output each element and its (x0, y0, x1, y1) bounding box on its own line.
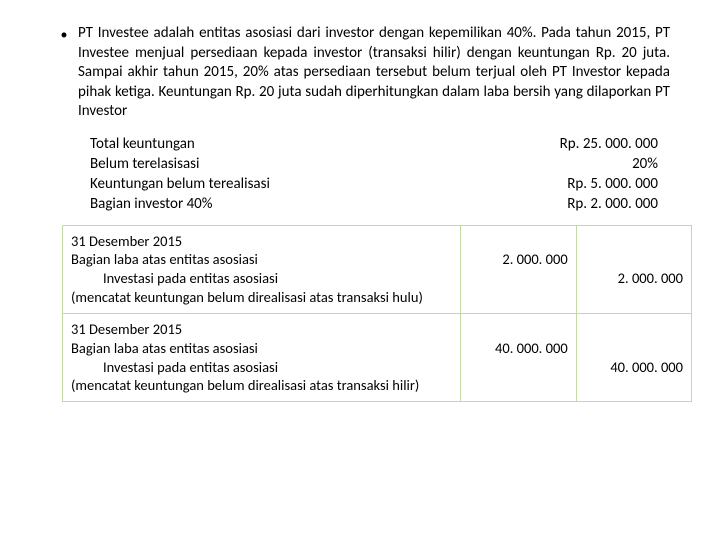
summary-value: Rp. 5. 000. 000 (518, 174, 658, 194)
entry-description: 31 Desember 2015 Bagian laba atas entita… (63, 225, 461, 313)
entry-description: 31 Desember 2015 Bagian laba atas entita… (63, 313, 461, 401)
entry-date: 31 Desember 2015 (71, 232, 182, 250)
entry-note: (mencatat keuntungan belum direalisasi a… (71, 376, 419, 394)
entry-line: Bagian laba atas entitas asosiasi (71, 339, 258, 357)
table-row: 31 Desember 2015 Bagian laba atas entita… (63, 225, 692, 313)
table-row: 31 Desember 2015 Bagian laba atas entita… (63, 313, 692, 401)
entry-credit: 2. 000. 000 (576, 225, 691, 313)
summary-block: Total keuntungan Belum terelasisasi Keun… (90, 134, 658, 215)
summary-label: Keuntungan belum terealisasi (90, 174, 518, 194)
bullet-paragraph: • PT Investee adalah entitas asosiasi da… (50, 24, 670, 122)
summary-label: Bagian investor 40% (90, 194, 518, 214)
entry-debit: 2. 000. 000 (461, 225, 576, 313)
paragraph-text: PT Investee adalah entitas asosiasi dari… (78, 24, 670, 122)
entry-credit: 40. 000. 000 (576, 313, 691, 401)
summary-label: Total keuntungan (90, 134, 518, 154)
entry-line-indent: Investasi pada entitas asosiasi (71, 269, 278, 288)
entry-note: (mencatat keuntungan belum direalisasi a… (71, 288, 423, 306)
bullet-glyph: • (50, 24, 78, 122)
summary-label: Belum terelasisasi (90, 154, 518, 174)
summary-value: Rp. 2. 000. 000 (518, 194, 658, 214)
entry-line: Bagian laba atas entitas asosiasi (71, 250, 258, 268)
journal-table: 31 Desember 2015 Bagian laba atas entita… (62, 225, 692, 403)
summary-labels: Total keuntungan Belum terelasisasi Keun… (90, 134, 518, 215)
summary-value: 20% (518, 154, 658, 174)
entry-debit: 40. 000. 000 (461, 313, 576, 401)
entry-line-indent: Investasi pada entitas asosiasi (71, 358, 278, 377)
entry-date: 31 Desember 2015 (71, 320, 182, 338)
summary-values: Rp. 25. 000. 000 20% Rp. 5. 000. 000 Rp.… (518, 134, 658, 215)
summary-value: Rp. 25. 000. 000 (518, 134, 658, 154)
